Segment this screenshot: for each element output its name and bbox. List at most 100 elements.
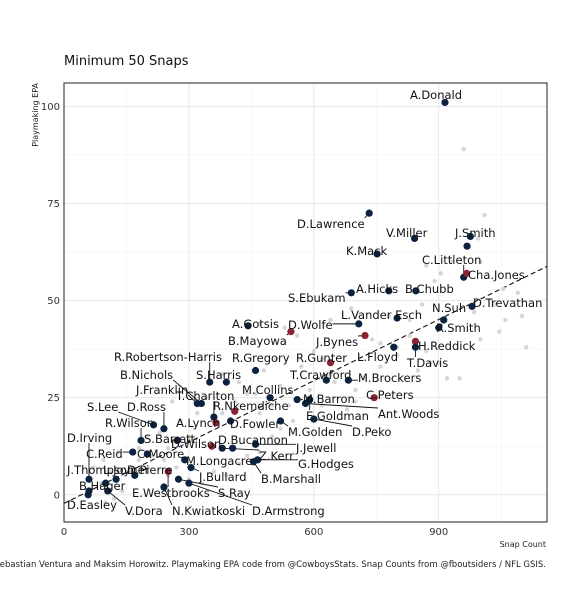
- point-label: H.Reddick: [418, 339, 476, 353]
- point-label: G.Hodges: [298, 457, 354, 471]
- background-point: [107, 469, 113, 474]
- player-point: [393, 314, 401, 322]
- background-point: [174, 465, 179, 470]
- player-point: [231, 407, 239, 415]
- background-point: [269, 434, 275, 439]
- plot-border: [63, 82, 548, 523]
- background-point: [236, 379, 242, 385]
- background-point: [224, 473, 229, 478]
- background-point: [328, 372, 333, 377]
- y-tick-label: 50: [47, 296, 60, 307]
- label-leader-line: [178, 478, 219, 488]
- background-point: [432, 278, 437, 284]
- player-point: [373, 250, 381, 258]
- background-point: [349, 306, 354, 311]
- background-point: [282, 325, 287, 330]
- y-axis-title: Playmaking EPA: [31, 82, 40, 146]
- y-tick-label: 75: [47, 199, 60, 210]
- background-point: [478, 259, 483, 264]
- point-label: N.Kwiatkoski: [172, 504, 245, 518]
- background-point: [274, 356, 279, 362]
- player-point: [185, 479, 193, 487]
- y-tick-label: 100: [41, 102, 60, 113]
- point-label: Cha.Jones: [468, 268, 525, 282]
- grid: [63, 83, 547, 522]
- player-point: [131, 471, 139, 479]
- point-label: R.Nkemdiche: [213, 399, 289, 413]
- background-point: [438, 271, 444, 276]
- background-point: [211, 469, 217, 474]
- point-label: B.Nichols: [120, 368, 173, 382]
- point-label: C.Peters: [366, 388, 414, 402]
- point-label: L.Floyd: [357, 350, 398, 364]
- player-point: [129, 448, 137, 456]
- player-point: [160, 483, 168, 491]
- player-point: [441, 98, 449, 107]
- player-point: [361, 331, 369, 340]
- point-label: V.Dora: [125, 504, 163, 518]
- player-point: [212, 419, 220, 427]
- player-point: [322, 376, 330, 384]
- background-point: [90, 465, 96, 470]
- background-point: [115, 449, 121, 455]
- point-label: B.Chubb: [405, 282, 454, 296]
- player-point: [244, 322, 252, 330]
- background-point: [428, 360, 433, 365]
- player-point: [104, 487, 112, 495]
- x-tick-label: 0: [61, 527, 67, 538]
- label-leader-line: [188, 482, 253, 506]
- point-label: R.Gunter: [296, 351, 347, 365]
- background-point: [457, 376, 462, 381]
- player-point: [344, 376, 352, 384]
- player-point: [435, 324, 443, 332]
- point-label: T.Crawford: [289, 368, 351, 382]
- background-point: [101, 457, 106, 463]
- background-point: [496, 329, 502, 334]
- point-label: D.Wilson: [171, 437, 221, 451]
- point-label: M.Collins: [242, 383, 294, 397]
- point-label: K.Mack: [346, 244, 387, 258]
- background-point: [461, 146, 466, 152]
- player-point: [410, 234, 419, 242]
- player-point: [160, 425, 168, 433]
- background-point: [278, 426, 283, 431]
- player-point: [206, 378, 214, 386]
- player-point: [210, 413, 218, 421]
- background-point: [523, 344, 529, 350]
- player-point: [293, 396, 301, 404]
- player-point: [84, 491, 92, 499]
- label-leader-line: [118, 411, 154, 426]
- point-label: D.Wolfe: [288, 318, 333, 332]
- player-labels: A.Donald D.Lawrence V.Miller J.Smith K.Mack C…: [66, 88, 542, 518]
- background-point: [407, 317, 412, 323]
- background-point: [361, 376, 366, 381]
- background-point: [161, 457, 167, 463]
- point-label: L.Vander Esch: [341, 308, 422, 322]
- background-point: [111, 496, 117, 501]
- player-point: [149, 421, 158, 429]
- background-point: [319, 356, 325, 362]
- point-label: Ant.Woods: [378, 407, 439, 421]
- background-point: [145, 434, 150, 439]
- background-point: [378, 341, 383, 346]
- background-point: [136, 445, 142, 451]
- background-point: [515, 290, 521, 295]
- point-label: B.Marshall: [261, 472, 321, 486]
- point-label: T.Charlton: [175, 389, 234, 403]
- player-point: [193, 399, 201, 408]
- player-point: [173, 436, 181, 445]
- player-point: [137, 436, 145, 445]
- player-point: [276, 417, 285, 425]
- x-tick-label: 300: [179, 527, 198, 538]
- background-point: [311, 348, 317, 354]
- player-point: [310, 415, 318, 423]
- label-leader-line: [305, 403, 379, 409]
- player-point: [143, 450, 151, 458]
- background-point: [170, 399, 175, 404]
- player-point: [249, 458, 258, 466]
- point-label: D.Pierre: [127, 463, 173, 477]
- player-point: [390, 343, 398, 351]
- background-point: [344, 407, 350, 412]
- point-label: E.Goldman: [306, 409, 369, 423]
- player-point: [112, 475, 120, 483]
